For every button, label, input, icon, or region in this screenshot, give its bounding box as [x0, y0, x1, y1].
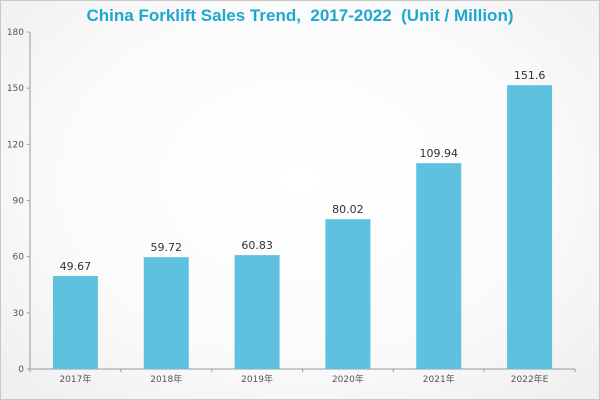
bar	[416, 163, 462, 369]
x-tick-label: 2017年	[59, 373, 91, 385]
bars	[52, 85, 553, 369]
x-tick-label: 2018年	[150, 373, 182, 385]
data-label: 59.72	[151, 241, 183, 254]
x-tick-label: 2019年	[241, 373, 273, 385]
y-tick-label: 0	[18, 365, 24, 375]
x-tick-label: 2021年	[423, 373, 455, 385]
y-tick-label: 30	[13, 309, 25, 319]
bar	[52, 276, 98, 369]
data-label: 151.6	[514, 69, 546, 82]
bar	[507, 85, 553, 369]
data-labels: 49.67 59.72 60.83 80.02 109.94 151.6	[60, 69, 546, 273]
x-tick-label: 2020年	[332, 373, 364, 385]
x-tick-label: 2022年E	[511, 373, 549, 385]
data-label: 49.67	[60, 260, 92, 273]
data-label: 109.94	[420, 147, 459, 160]
chart-title: China Forklift Sales Trend, 2017-2022 (U…	[86, 6, 514, 25]
bar	[234, 255, 280, 369]
y-tick-label: 150	[7, 84, 24, 94]
axes: 0 30 60 90 120 150 180 2017年 2018年 2019年 2020年 2021…	[7, 28, 576, 385]
y-tick-label: 120	[7, 140, 24, 150]
data-label: 80.02	[332, 203, 364, 216]
bar	[143, 257, 189, 369]
y-tick-label: 90	[13, 197, 25, 207]
y-tick-label: 60	[13, 253, 25, 263]
y-tick-label: 180	[7, 28, 24, 38]
data-label: 60.83	[241, 239, 273, 252]
bar	[325, 219, 371, 369]
